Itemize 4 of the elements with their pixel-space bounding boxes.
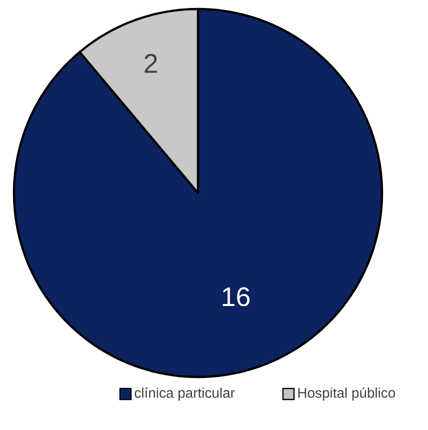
data-label: 16: [222, 287, 250, 306]
legend-label: Hospital público: [298, 387, 396, 401]
data-label: 2: [144, 54, 157, 73]
legend-label: clínica particular: [134, 387, 235, 401]
